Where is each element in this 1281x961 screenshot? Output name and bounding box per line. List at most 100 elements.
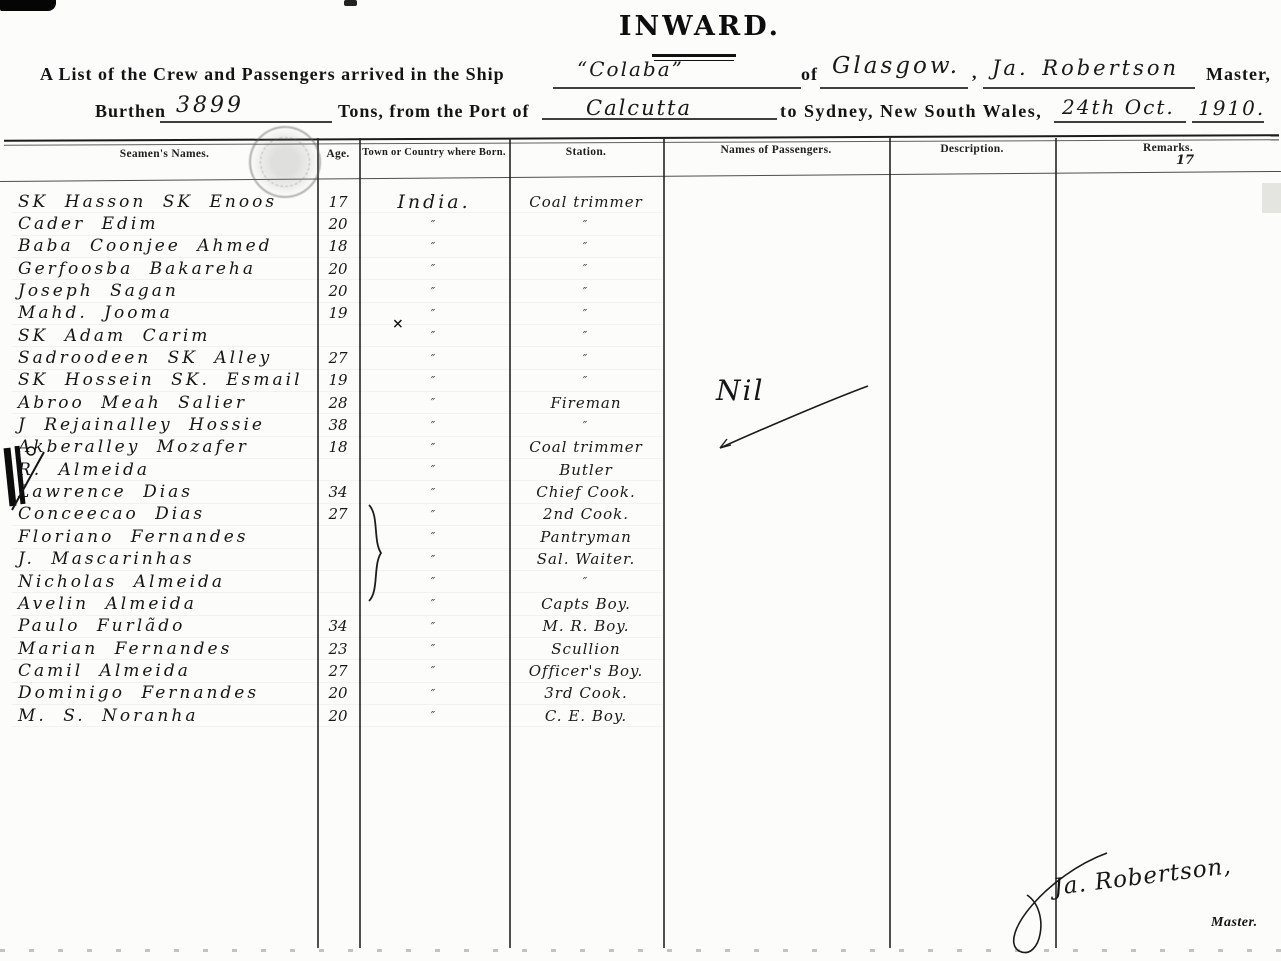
seaman-station: 2nd Cook. [543,505,629,524]
grouping-brace [368,504,383,602]
seaman-name: J. Mascarinhas [18,549,195,570]
seaman-born: ″ [430,685,438,701]
seaman-age: 27 [328,505,348,524]
table-row: SK Hossein SK. Esmail 19 ″ ″ [12,370,663,393]
seaman-name: SK Adam Carim [18,325,211,346]
header-description: Description. [940,143,1004,155]
seaman-station: Pantryman [540,527,632,546]
born-column-mark: × [392,316,404,332]
scan-artifact-top-left [0,0,56,11]
burthen-underline [160,121,332,123]
seaman-age: 20 [328,215,348,234]
header-station: Station. [565,146,607,158]
destination-label: to Sydney, New South Wales, [780,101,1043,121]
seaman-age: 28 [328,393,348,412]
remarks-annotation: 17 [1176,153,1195,168]
seaman-age: 19 [328,371,348,390]
column-divider-station [509,138,511,948]
seaman-station: Butler [559,460,613,479]
table-row: J Rejainalley Hossie 38 ″ ″ [12,414,663,437]
form-line1-prefix: A List of the Crew and Passengers arrive… [40,64,505,84]
master-label-bottom: Master. [1211,915,1258,930]
seaman-born: ″ [430,596,438,612]
table-row: Nicholas Almeida ″ ″ [12,571,663,594]
column-divider-remarks [1055,138,1057,948]
seaman-name: R. Almeida [18,459,150,480]
seaman-born: ″ [430,484,438,500]
seaman-born: ″ [430,305,438,321]
seaman-station: Coal trimmer [529,438,643,457]
seaman-station: Capts Boy. [541,594,631,613]
seaman-name: Paulo Furlãdo [18,616,186,637]
seaman-name: Akberalley Mozafer [18,437,249,458]
seaman-name: Abroo Meah Salier [18,392,247,413]
burthen-value: 3899 [176,93,244,118]
seaman-name: Cader Edim [18,214,159,235]
seaman-age: 19 [328,304,348,323]
seaman-born: ″ [430,529,438,545]
scan-artifact-right-edge [1262,183,1281,213]
table-row: Conceecao Dias 27 ″ 2nd Cook. [12,504,663,527]
seaman-age: 20 [328,706,348,725]
master-name-underline [983,87,1195,89]
circular-stamp-inner-ring [255,132,315,192]
seaman-age: 20 [328,259,348,278]
title-rule-top [652,54,736,57]
seaman-station: ″ [582,372,590,388]
seaman-born: ″ [430,462,438,478]
table-row: Paulo Furlãdo 34 ″ M. R. Boy. [12,616,663,638]
table-row: SK Hasson SK Enoos 17 India. Coal trimme… [12,191,663,214]
seaman-born: ″ [430,506,438,522]
seaman-station: ″ [582,350,590,366]
header-seamens-names: Seamen's Names. [119,148,210,160]
table-row: Sadroodeen SK Alley 27 ″ ″ [12,347,663,370]
seaman-name: Joseph Sagan [18,281,179,302]
master-label-top: Master, [1206,64,1271,84]
table-row: Joseph Sagan 20 ″ ″ [12,280,663,303]
crew-table-body: SK Hasson SK Enoos 17 India. Coal trimme… [12,191,663,728]
seaman-born: ″ [430,417,438,433]
column-divider-description [889,138,891,948]
seaman-born: ″ [430,618,438,634]
seaman-born: ″ [430,551,438,567]
header-born: Town or Country where Born. [362,147,506,158]
seaman-station: Fireman [550,393,622,412]
departure-port-underline [542,118,777,120]
seaman-station: ″ [582,574,590,590]
seaman-name: Conceecao Dias [18,504,206,525]
seaman-name: Floriano Fernandes [18,526,249,547]
passengers-nil-entry: Nil [716,374,765,407]
seaman-born: ″ [430,216,438,232]
seaman-born: ″ [430,663,438,679]
seaman-born: ″ [430,641,438,657]
table-row: Dominigo Fernandes 20 ″ 3rd Cook. [12,683,663,705]
seaman-born: ″ [430,574,438,590]
seaman-born: ″ [430,395,438,411]
header-passengers: Names of Passengers. [720,144,832,156]
table-row: Gerfoosba Bakareha 20 ″ ″ [12,258,663,281]
seaman-age: 34 [328,617,348,636]
form-line1-comma: , [972,62,978,82]
ship-name-underline [553,87,801,89]
seaman-age: 18 [328,237,348,256]
seaman-born: ″ [430,439,438,455]
seaman-station: ″ [582,417,590,433]
arrival-date-underline [1054,121,1186,123]
seaman-name: Mahd. Jooma [18,303,173,324]
seaman-station: Chief Cook. [536,483,636,502]
table-row: Baba Coonjee Ahmed 18 ″ ″ [12,236,663,259]
header-remarks: Remarks. [1143,142,1193,154]
seaman-station: ″ [582,328,590,344]
table-row: Avelin Almeida ″ Capts Boy. [12,593,663,616]
table-row: J. Mascarinhas ″ Sal. Waiter. [12,549,663,571]
ship-name-value: “Colaba” [577,57,684,81]
table-row: SK Adam Carim ″ ″ [12,325,663,348]
seaman-station: ″ [582,283,590,299]
seaman-name: Gerfoosba Bakareha [18,258,257,279]
margin-check-mark [3,445,45,511]
seaman-station: ″ [582,305,590,321]
seaman-station: ″ [582,238,590,254]
seaman-born: ″ [430,283,438,299]
signature-flourish [1013,852,1108,954]
seaman-station: 3rd Cook. [544,684,628,703]
